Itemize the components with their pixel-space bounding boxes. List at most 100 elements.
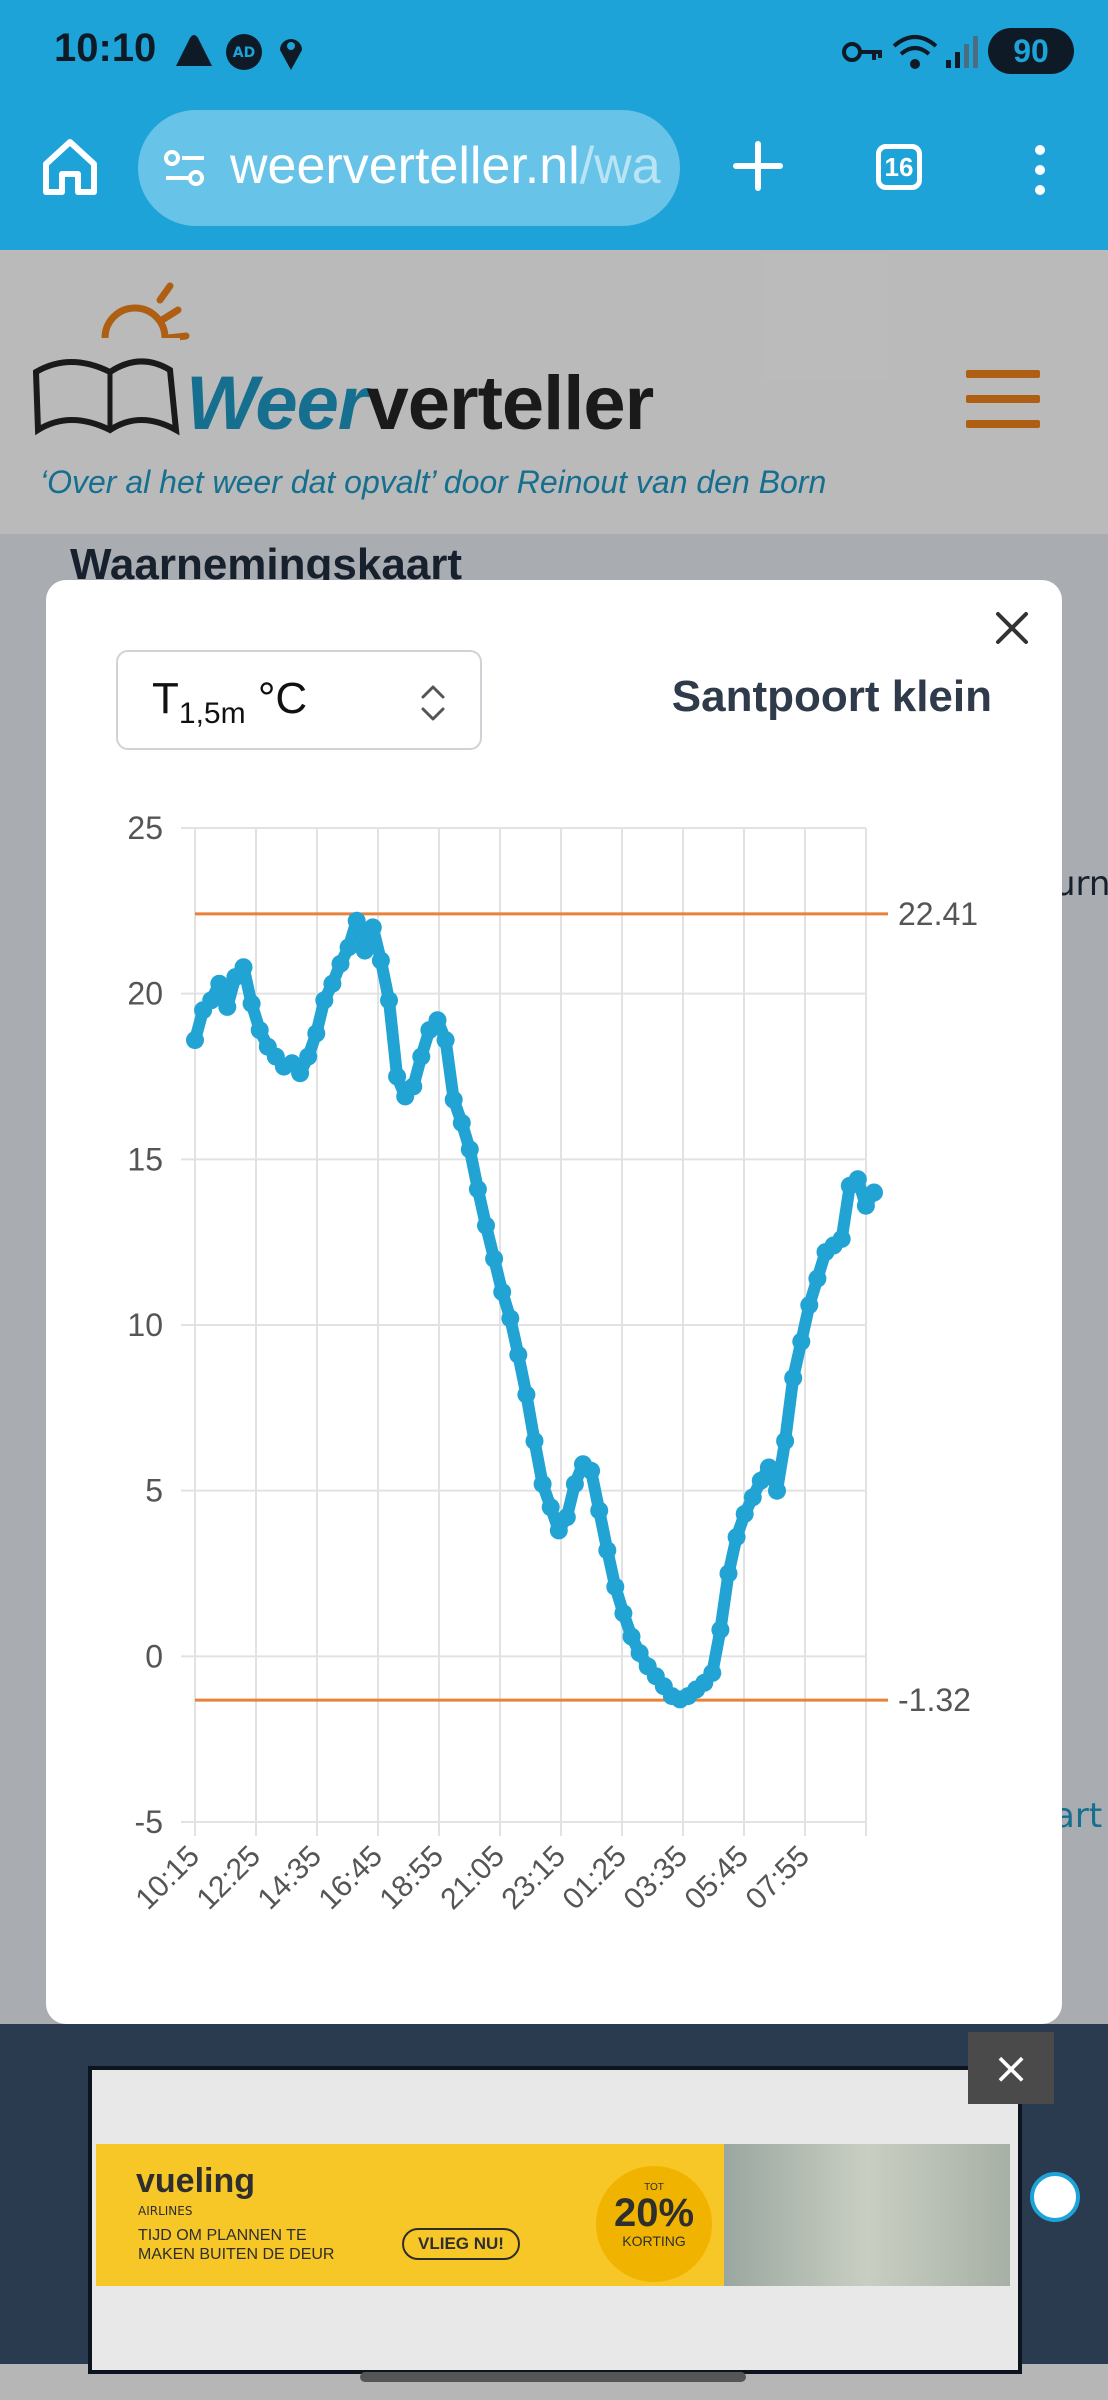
y-tick-label: 5 [145, 1473, 163, 1509]
x-tick-label: 01:25 [557, 1840, 633, 1910]
temperature-data-point [234, 958, 253, 977]
temperature-data-point [832, 1229, 851, 1248]
temperature-data-point [460, 1140, 479, 1159]
temperature-data-point [250, 1021, 269, 1040]
x-tick-label: 16:45 [313, 1840, 389, 1910]
tab-switcher-button[interactable]: 16 [876, 144, 922, 190]
reference-line-label: -1.32 [898, 1682, 971, 1718]
ad-brand: vueling [136, 2162, 256, 2200]
station-name: Santpoort klein [671, 672, 992, 721]
ad-badge-percent: 20% [613, 2191, 695, 2235]
close-icon[interactable] [990, 606, 1034, 650]
temperature-data-point [186, 1031, 204, 1050]
url-bar[interactable]: weerverteller.nl/wa [138, 110, 680, 226]
home-indicator[interactable] [360, 2372, 746, 2382]
svg-text:AD: AD [233, 45, 255, 61]
url-text[interactable]: weerverteller.nl/wa [230, 136, 661, 196]
weerverteller-logo-icon [32, 282, 190, 436]
station-chart-modal: T1,5m °C Santpoort klein 25 20 15 10 5 0 -5 10:… [46, 580, 1062, 2024]
temperature-data-point [703, 1663, 722, 1682]
temperature-data-point [371, 951, 390, 970]
y-tick-label: 20 [127, 976, 163, 1012]
temperature-data-point [363, 918, 382, 937]
hamburger-menu-icon[interactable] [966, 370, 1040, 430]
temperature-data-point [210, 974, 229, 993]
temperature-data-point [735, 1504, 754, 1523]
y-tick-label: 10 [127, 1307, 163, 1343]
temperature-data-point [784, 1369, 803, 1387]
y-tick-label: 25 [127, 810, 163, 846]
signal-icon [946, 36, 978, 68]
site-header: Weerverteller ‘Over al het weer dat opva… [0, 250, 1108, 534]
temperature-data-point [541, 1498, 560, 1517]
more-menu-icon[interactable] [1020, 140, 1060, 200]
x-tick-label: 03:35 [618, 1840, 694, 1910]
reference-line-label: 22.41 [898, 896, 978, 932]
wifi-icon [892, 35, 938, 69]
ad-cta-button[interactable]: VLIEG NU! [402, 2228, 520, 2260]
brand-name[interactable]: Weerverteller [186, 360, 654, 447]
temperature-data-point [751, 1471, 770, 1490]
status-bar: 10:10 AD 90 [0, 0, 1108, 104]
ad-discount-badge: TOT 20% KORTING [596, 2166, 712, 2282]
app-notification-icon [176, 35, 212, 66]
chevron-updown-icon [421, 685, 445, 721]
temperature-data-point [477, 1216, 495, 1235]
site-tagline: ‘Over al het weer dat opvalt’ door Reino… [40, 464, 827, 500]
temperature-data-point [533, 1475, 552, 1493]
temperature-data-point [848, 1170, 867, 1189]
x-tick-label: 10:15 [130, 1840, 206, 1910]
y-tick-label: 15 [127, 1141, 163, 1177]
metric-unit: °C [245, 674, 308, 723]
temperature-data-point [218, 997, 237, 1016]
url-path: /wa [579, 137, 661, 195]
ad-next-icon[interactable] [1030, 2172, 1080, 2222]
status-time: 10:10 [54, 26, 157, 70]
temperature-data-point [582, 1461, 601, 1480]
temperature-series-line [189, 914, 880, 1706]
url-domain: weerverteller.nl [230, 137, 580, 195]
temperature-data-point [436, 1031, 455, 1050]
temperature-data-point [315, 991, 334, 1010]
temperature-data-point [565, 1475, 584, 1493]
temperature-data-point [808, 1269, 827, 1288]
metric-select[interactable]: T1,5m °C [116, 650, 482, 750]
ad-close-button[interactable]: × [968, 2032, 1054, 2104]
temperature-data-point [299, 1047, 318, 1066]
site-settings-icon[interactable] [162, 146, 208, 192]
ad-photo [724, 2144, 1010, 2286]
temperature-data-point [468, 1180, 487, 1199]
temperature-data-point [388, 1067, 407, 1086]
x-tick-label: 14:35 [252, 1840, 328, 1910]
x-tick-label: 18:55 [374, 1840, 450, 1910]
temperature-data-point [743, 1488, 762, 1507]
home-icon[interactable] [38, 134, 102, 198]
browser-toolbar: weerverteller.nl/wa 16 [0, 104, 1108, 250]
temperature-data-point [606, 1577, 625, 1596]
temperature-data-point [792, 1332, 811, 1351]
metric-subscript: 1,5m [178, 696, 246, 730]
map-label: art [1054, 1796, 1103, 1836]
vpn-key-icon [842, 42, 882, 62]
y-tick-label: 0 [145, 1638, 163, 1674]
ad-banner[interactable]: vueling AIRLINES TIJD OM PLANNEN TE MAKE… [96, 2144, 1010, 2286]
ad-block-icon: AD [226, 34, 262, 70]
temperature-data-point [339, 938, 358, 957]
ad-brand-sub: AIRLINES [138, 2204, 193, 2218]
temperature-data-point [614, 1604, 633, 1623]
temperature-data-point [323, 974, 342, 993]
ad-copy: TIJD OM PLANNEN TE MAKEN BUITEN DE DEUR [138, 2227, 335, 2263]
new-tab-icon[interactable] [726, 134, 790, 198]
x-tick-label: 05:45 [679, 1840, 755, 1910]
temperature-data-point [768, 1481, 786, 1500]
temperature-data-point [444, 1090, 463, 1109]
temperature-data-point [509, 1345, 528, 1364]
temperature-data-point [557, 1508, 576, 1527]
temperature-data-point [380, 991, 398, 1010]
temperature-data-point [501, 1309, 520, 1328]
temperature-data-point [242, 994, 261, 1013]
temperature-data-point [719, 1564, 738, 1583]
temperature-data-point [485, 1249, 504, 1268]
ad-badge-top: TOT [644, 2182, 664, 2193]
temperature-data-point [711, 1620, 730, 1639]
